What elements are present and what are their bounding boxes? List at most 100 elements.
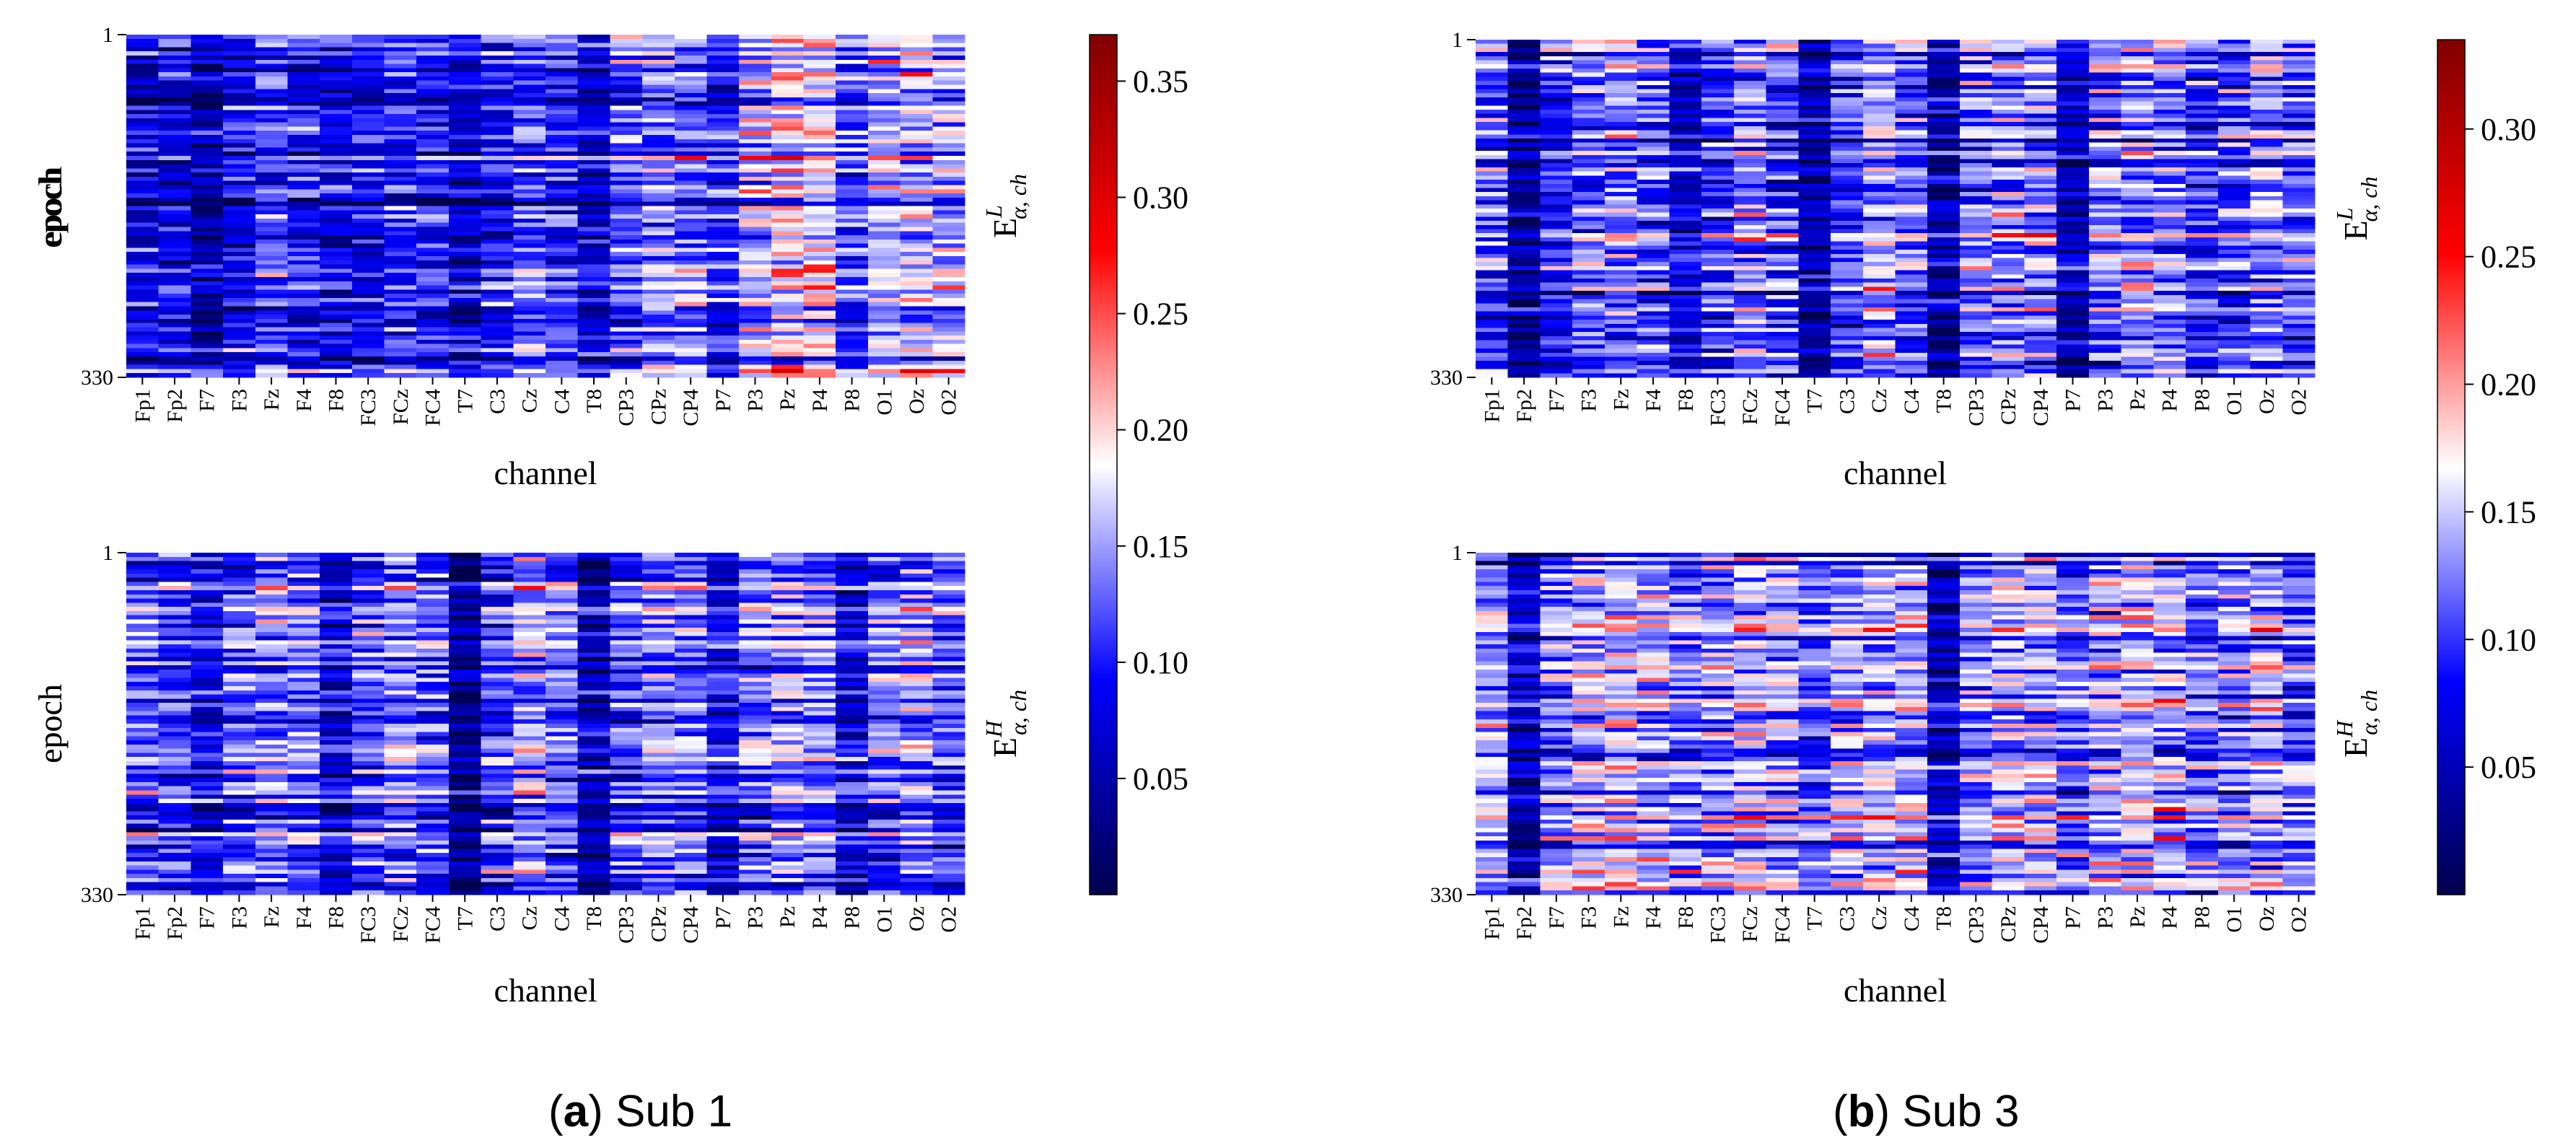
heatmap-cell (287, 561, 320, 566)
heatmap-cell (610, 765, 643, 771)
heatmap-cell (351, 703, 385, 708)
heatmap-cell (836, 773, 869, 779)
heatmap-cell (255, 648, 289, 654)
heatmap-cell (1476, 196, 1509, 201)
heatmap-cell (1604, 352, 1638, 358)
heatmap-cell (513, 336, 546, 341)
heatmap-cell (158, 197, 191, 203)
heatmap-cell (351, 318, 385, 324)
heatmap-cell (642, 97, 675, 102)
heatmap-cell (190, 122, 224, 128)
heatmap-cell (190, 640, 224, 645)
heatmap-cell (1476, 303, 1509, 308)
heatmap-cell (255, 753, 289, 758)
heatmap-cell (190, 260, 224, 266)
heatmap-cell (351, 556, 385, 562)
heatmap-cell (287, 239, 320, 245)
heatmap-cell (803, 327, 836, 332)
heatmap-cell (642, 369, 675, 374)
heatmap-cell (513, 193, 546, 198)
heatmap-cell (610, 310, 643, 315)
heatmap-cell (448, 861, 482, 867)
heatmap-cell (900, 114, 933, 119)
heatmap-cell (1669, 262, 1702, 267)
heatmap-cell (223, 89, 256, 94)
heatmap-cell (674, 135, 708, 140)
heatmap-cell (223, 732, 256, 737)
x-axis-label: channel (494, 972, 597, 1009)
heatmap-cell (351, 206, 385, 211)
heatmap-cell (739, 577, 772, 583)
heatmap-cell (351, 856, 385, 862)
heatmap-cell (190, 727, 224, 733)
heatmap-cell (448, 819, 482, 825)
heatmap-cell (513, 89, 546, 94)
heatmap-cell (223, 556, 256, 562)
heatmap-cell (546, 93, 579, 98)
x-tick-label: FCz (389, 906, 413, 942)
heatmap-cell (223, 172, 256, 177)
heatmap-cell (771, 874, 805, 879)
heatmap-cell (223, 297, 256, 303)
heatmap-cell (932, 155, 965, 161)
heatmap-cell (674, 118, 708, 123)
heatmap-cell (771, 227, 805, 232)
heatmap-cell (481, 569, 514, 574)
heatmap-cell (932, 882, 965, 887)
heatmap-cell (481, 235, 514, 240)
heatmap-cell (739, 193, 772, 198)
heatmap-cell (803, 243, 836, 249)
heatmap-cell (706, 740, 740, 745)
heatmap-cell (771, 306, 805, 311)
heatmap-cell (320, 318, 353, 324)
heatmap-cell (287, 869, 320, 874)
heatmap-cell (416, 101, 450, 107)
heatmap-cell (803, 176, 836, 182)
heatmap-cell (900, 706, 933, 712)
heatmap-cell (287, 856, 320, 862)
heatmap-cell (706, 360, 740, 366)
heatmap-cell (223, 586, 256, 591)
heatmap-cell (416, 339, 450, 345)
heatmap-cell (448, 364, 482, 370)
heatmap-cell (1669, 258, 1702, 263)
heatmap-cell (739, 869, 772, 874)
heatmap-cell (771, 110, 805, 115)
heatmap-cell (803, 231, 836, 236)
heatmap-cell (384, 214, 417, 219)
heatmap-cell (1572, 336, 1605, 341)
heatmap-cell (1540, 48, 1573, 53)
heatmap-cell (416, 882, 450, 887)
heatmap-cell (513, 844, 546, 850)
heatmap-cell (900, 247, 933, 253)
heatmap-cell (190, 302, 224, 307)
heatmap-cell (448, 715, 482, 720)
heatmap-cell (610, 840, 643, 846)
heatmap-cell (932, 72, 965, 77)
heatmap-cell (1604, 130, 1638, 135)
heatmap-cell (384, 682, 417, 687)
heatmap-cell (900, 657, 933, 662)
x-tick-label: Oz (905, 389, 929, 414)
heatmap-cell (126, 553, 159, 558)
heatmap-cell (190, 586, 224, 591)
heatmap-cell (513, 736, 546, 741)
heatmap-cell (739, 703, 772, 708)
heatmap-cell (771, 47, 805, 52)
heatmap-cell (706, 757, 740, 762)
heatmap-cell (351, 811, 385, 816)
heatmap-cell (771, 222, 805, 228)
heatmap-cell (771, 807, 805, 812)
heatmap-cell (158, 865, 191, 870)
heatmap-cell (706, 665, 740, 670)
heatmap-cell (1637, 138, 1670, 144)
heatmap-cell (223, 715, 256, 720)
heatmap-cell (577, 577, 610, 583)
heatmap-cell (448, 336, 482, 341)
heatmap-cell (610, 853, 643, 858)
heatmap-cell (739, 607, 772, 612)
heatmap-cell (610, 802, 643, 808)
heatmap-cell (255, 273, 289, 278)
heatmap-cell (481, 131, 514, 136)
heatmap-cell (287, 297, 320, 303)
